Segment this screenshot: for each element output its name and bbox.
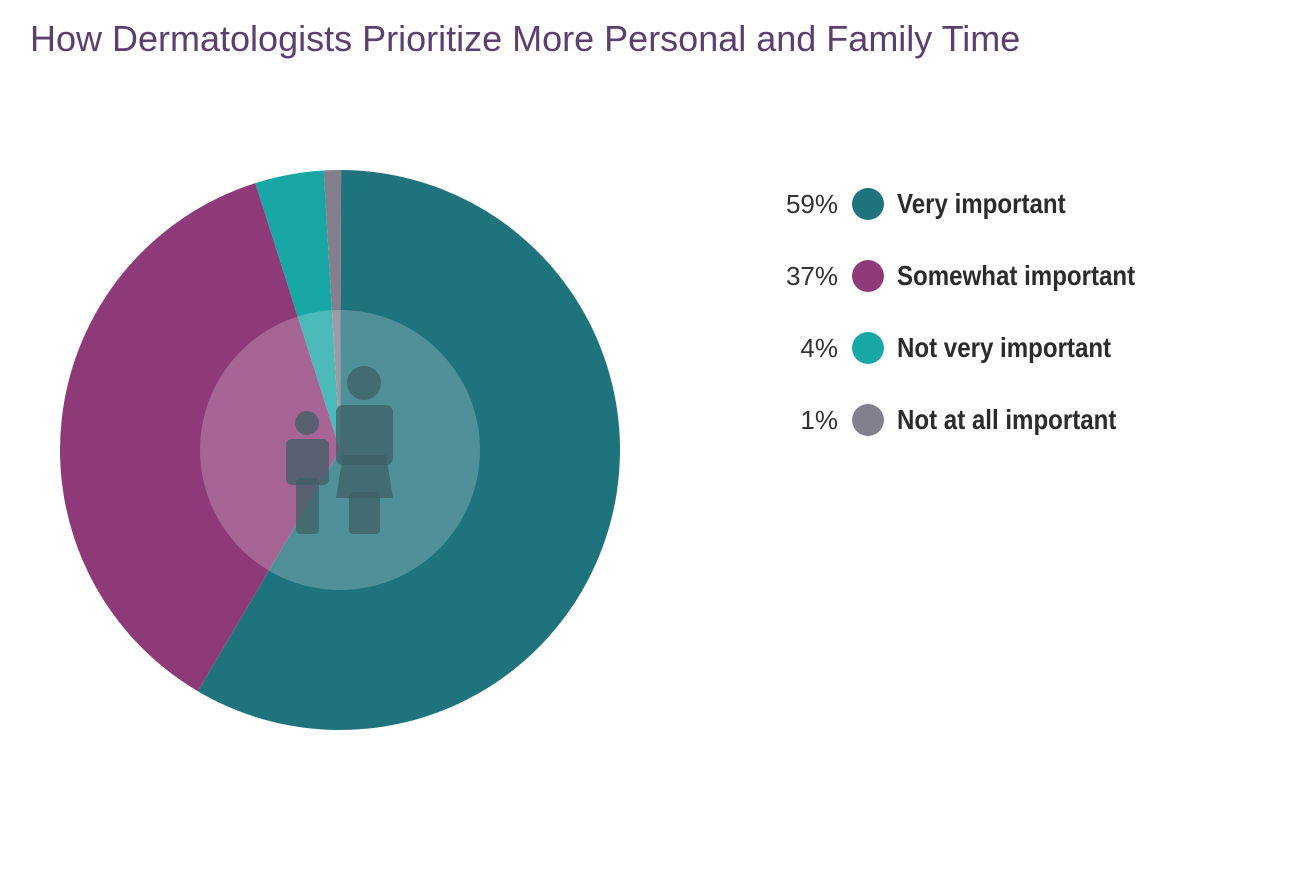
legend: 59% Very important 37% Somewhat important 4%… <box>760 168 1174 456</box>
legend-swatch <box>852 404 884 436</box>
family-icon <box>286 366 393 534</box>
legend-percent: 37% <box>785 260 838 291</box>
pie-slice-very-important <box>197 170 620 730</box>
pie-slice-not-very-important <box>255 170 340 450</box>
legend-label: Not at all important <box>897 404 1117 435</box>
legend-label: Very important <box>897 188 1066 219</box>
legend-swatch <box>852 188 884 220</box>
legend-swatch <box>852 260 884 292</box>
chart-title: How Dermatologists Prioritize More Perso… <box>30 18 1021 59</box>
legend-label: Not very important <box>897 332 1112 363</box>
legend-swatch <box>852 332 884 364</box>
legend-label: Somewhat important <box>897 260 1136 291</box>
legend-item: 59% Very important <box>760 168 1174 240</box>
pie-chart <box>60 170 620 730</box>
legend-percent: 59% <box>785 188 838 219</box>
legend-item: 37% Somewhat important <box>760 240 1174 312</box>
legend-item: 1% Not at all important <box>760 384 1174 456</box>
pie-slice-somewhat-important <box>60 183 341 692</box>
legend-percent: 4% <box>800 332 838 363</box>
legend-percent: 1% <box>800 404 838 435</box>
pie-slice-not-at-all-important <box>323 170 342 450</box>
legend-item: 4% Not very important <box>760 312 1174 384</box>
